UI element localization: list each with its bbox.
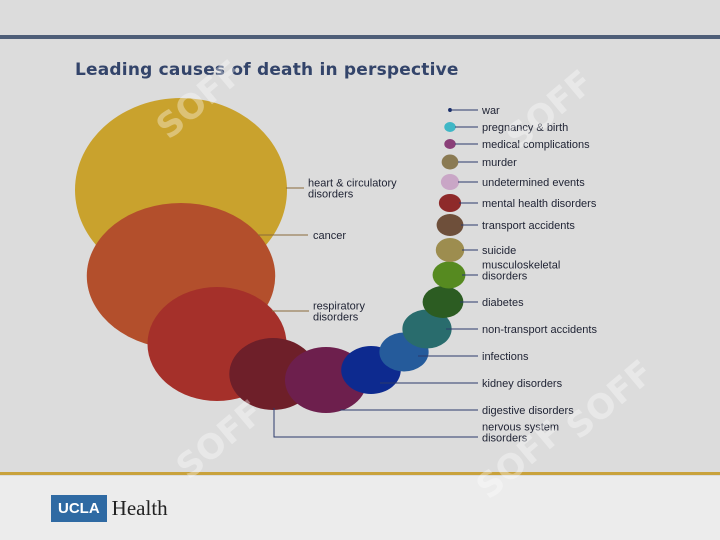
page-title: Leading causes of death in perspective [75, 60, 459, 80]
bubble-murder [441, 154, 459, 170]
logo-text: Health [111, 496, 168, 520]
label-infections: infections [482, 351, 529, 363]
label-digestive-disorders: digestive disorders [482, 405, 574, 417]
logo-brand: UCLA [51, 495, 107, 522]
bubble-non-transport-accidents [402, 309, 452, 349]
bubble-transport-accidents [436, 214, 464, 236]
bubble-mental-health-disorders [438, 194, 462, 212]
bubble-war [448, 108, 452, 112]
label-diabetes: diabetes [482, 297, 524, 309]
label-suicide: suicide [482, 245, 516, 257]
label-pregnancy-and-birth: pregnancy & birth [482, 122, 568, 134]
bubble-undetermined-events [440, 174, 460, 190]
label-respiratory-disorders: respiratory disorders [313, 301, 365, 324]
label-murder: murder [482, 157, 517, 169]
label-cancer: cancer [313, 230, 346, 242]
label-transport-accidents: transport accidents [482, 220, 575, 232]
bottom-rule [0, 472, 720, 475]
label-non-transport-accidents: non-transport accidents [482, 324, 597, 336]
label-nervous-system-disorders: nervous system disorders [482, 422, 559, 445]
bubble-medical-complications [444, 139, 456, 149]
top-rule [0, 35, 720, 39]
footer-band [0, 476, 720, 540]
ucla-health-logo: UCLA Health [51, 495, 168, 522]
bubble-suicide [435, 238, 465, 262]
bubble-diabetes [422, 286, 464, 318]
label-musculoskeletal-disorders: musculoskeletal disorders [482, 260, 560, 283]
label-medical-complications: medical complications [482, 139, 590, 151]
label-kidney-disorders: kidney disorders [482, 378, 563, 390]
label-undetermined-events: undetermined events [482, 177, 585, 189]
label-heart-and-circulatory-disorders: heart & circulatory disorders [308, 178, 397, 201]
leader-line-nervous-system-disorders [273, 408, 478, 438]
bubble-pregnancy-and-birth [444, 122, 456, 132]
bubble-musculoskeletal-disorders [432, 261, 466, 289]
label-mental-health-disorders: mental health disorders [482, 198, 597, 210]
label-war: war [481, 105, 500, 117]
